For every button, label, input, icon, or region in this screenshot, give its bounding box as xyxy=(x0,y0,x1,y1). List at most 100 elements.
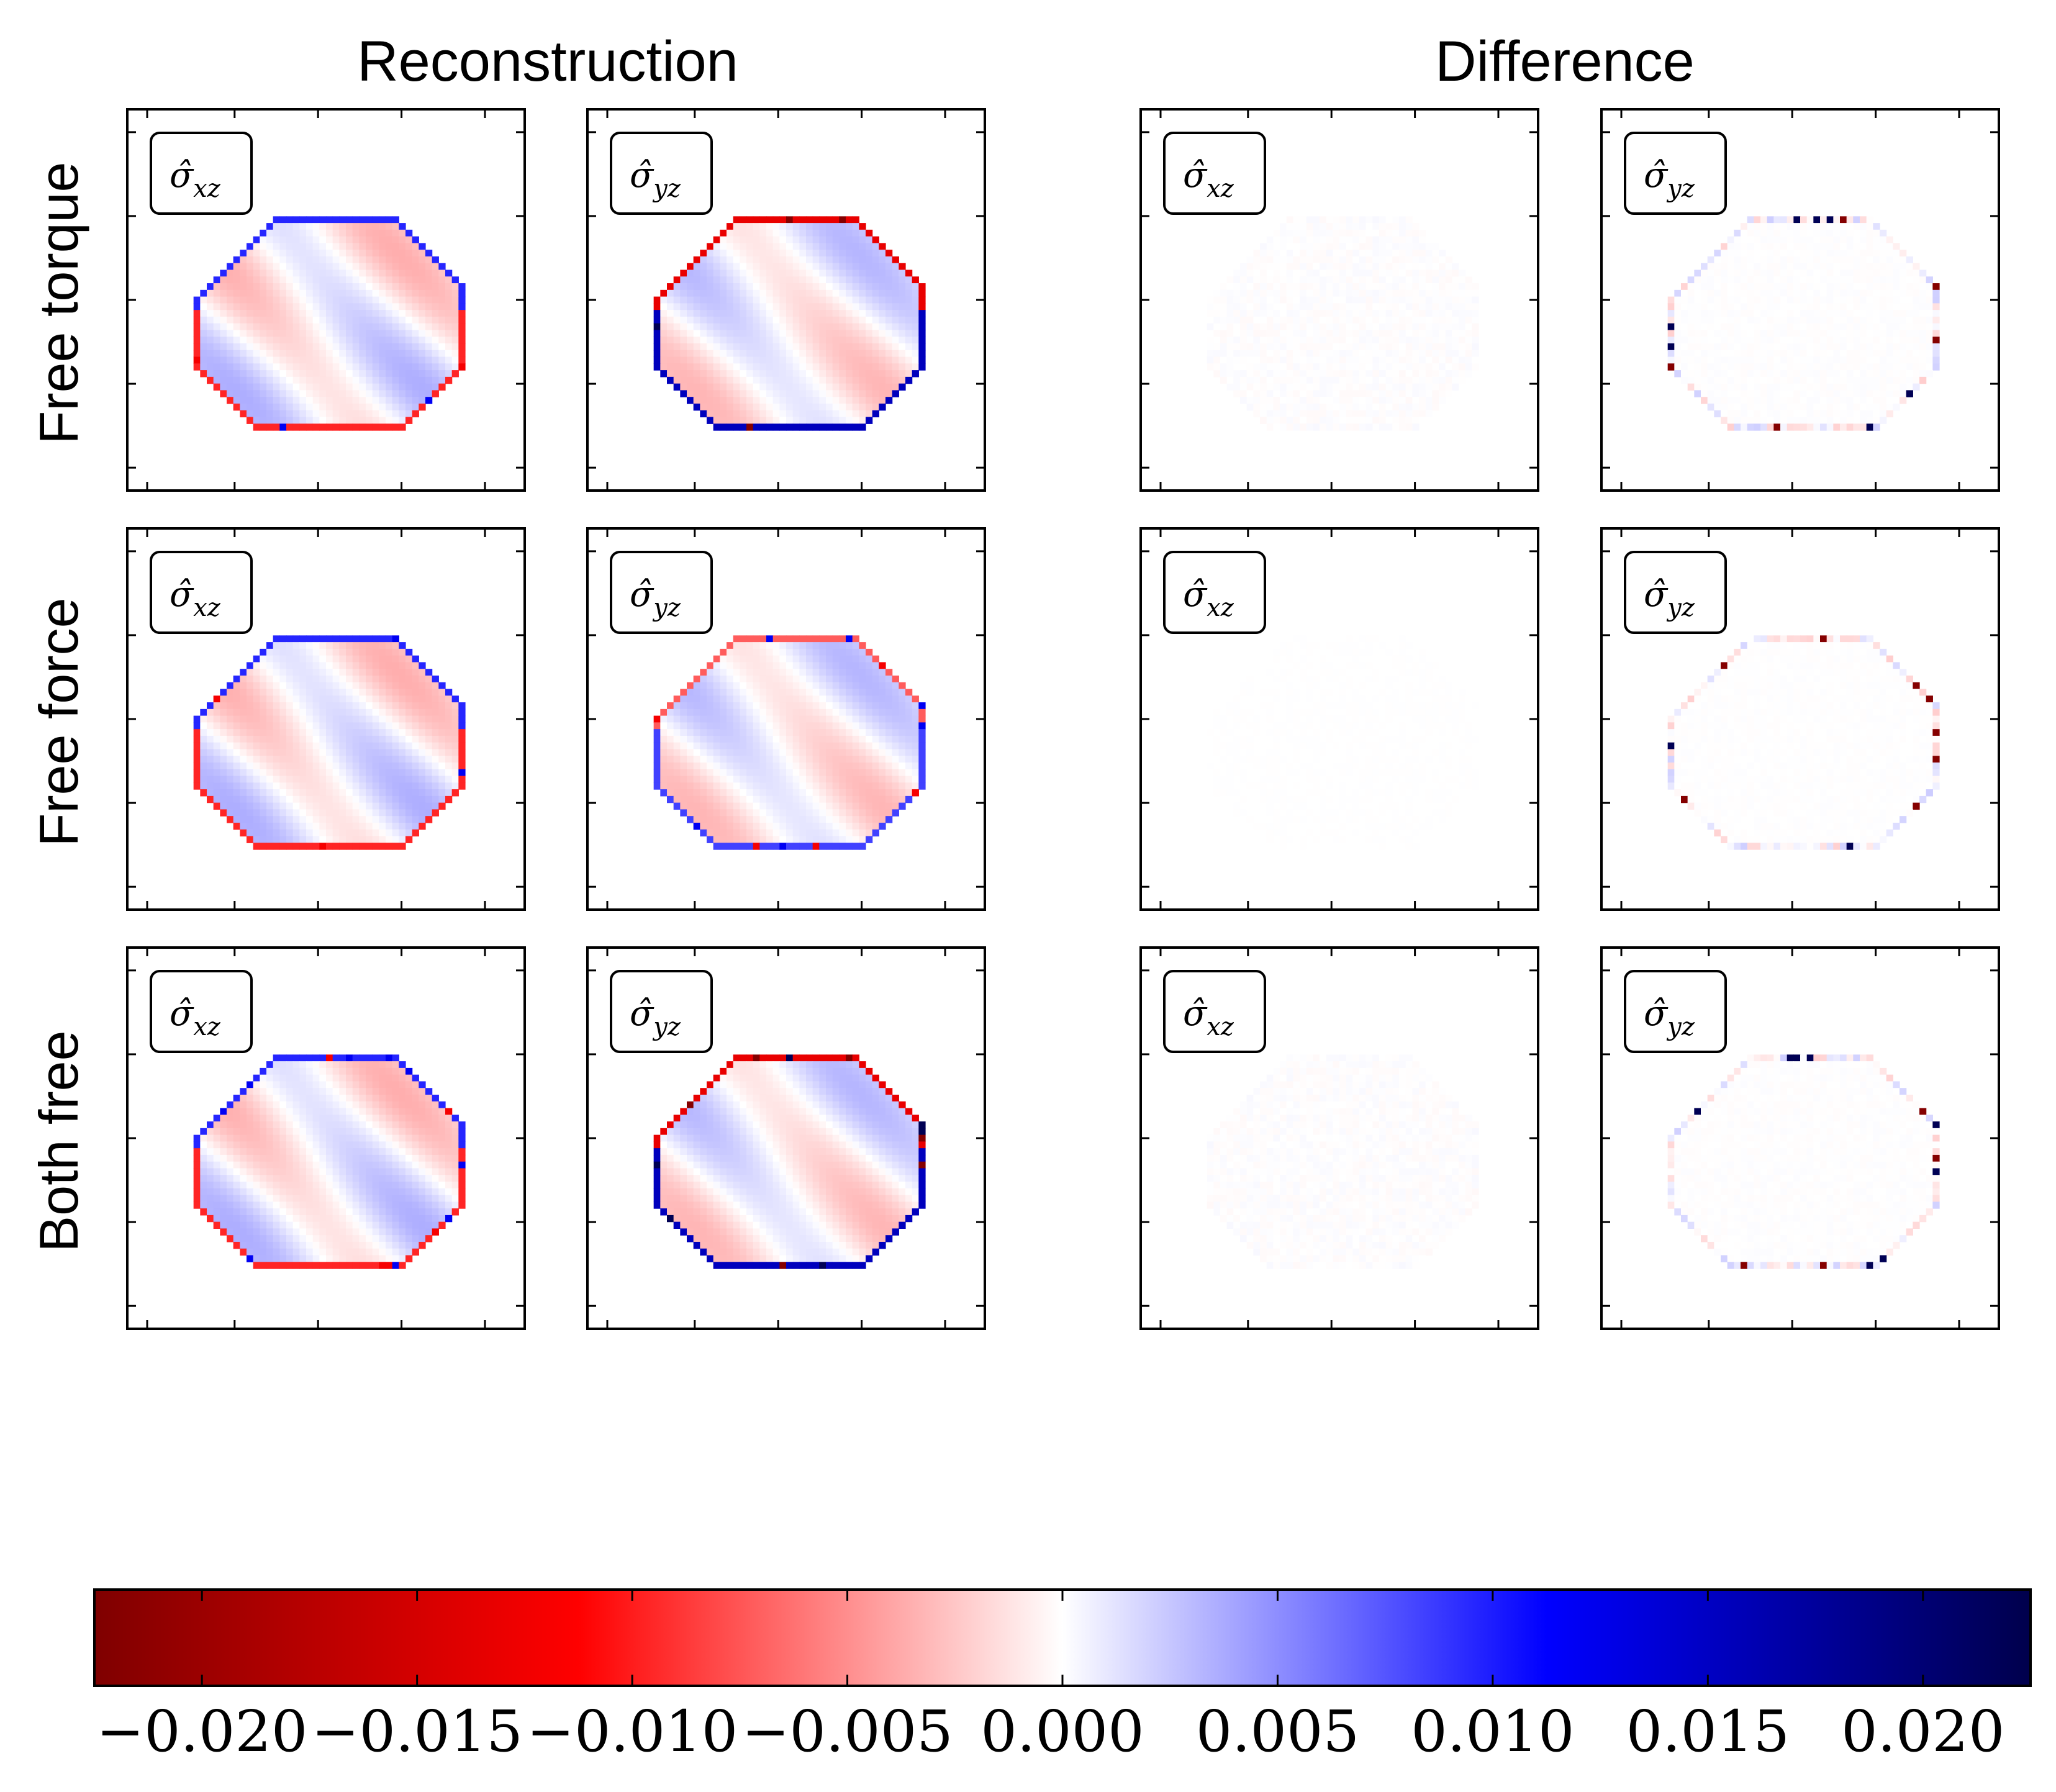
heatmap-cell xyxy=(1459,310,1466,317)
heatmap-cell xyxy=(1399,236,1406,244)
heatmap-cell xyxy=(379,276,386,284)
heatmap-cell xyxy=(200,310,207,317)
heatmap-cell xyxy=(1412,250,1420,257)
heatmap-cell xyxy=(432,343,439,351)
heatmap-cell xyxy=(1280,263,1287,271)
heatmap-cell xyxy=(326,722,333,730)
heatmap-cell xyxy=(220,356,227,364)
heatmap-cell xyxy=(372,289,379,297)
heatmap-cell xyxy=(1452,343,1459,351)
heatmap-cell xyxy=(306,722,314,730)
heatmap-cell xyxy=(653,343,661,351)
heatmap-cell xyxy=(312,303,320,310)
heatmap-cell xyxy=(1313,229,1320,237)
heatmap-cell xyxy=(1813,243,1821,250)
heatmap-cell xyxy=(312,223,320,230)
heatmap-cell xyxy=(1452,303,1459,310)
heatmap-cell xyxy=(1359,323,1367,331)
heatmap-cell xyxy=(1425,330,1433,337)
heatmap-cell xyxy=(720,370,727,378)
heatmap-cell xyxy=(273,729,280,736)
heatmap-cell xyxy=(1932,350,1940,358)
heatmap-cell xyxy=(1880,243,1887,250)
heatmap-cell xyxy=(1913,303,1920,310)
heatmap-cell xyxy=(799,236,807,244)
heatmap-cell xyxy=(220,316,227,324)
heatmap-cell xyxy=(1359,330,1367,337)
heatmap-cell xyxy=(806,390,813,397)
heatmap-cell xyxy=(1714,316,1721,324)
heatmap-cell xyxy=(1793,376,1801,384)
heatmap-cell xyxy=(1240,356,1248,364)
heatmap-cell xyxy=(1306,243,1313,250)
heatmap-cell xyxy=(653,316,661,324)
heatmap-cell xyxy=(359,648,366,656)
heatmap-cell xyxy=(740,417,747,424)
heatmap-cell xyxy=(339,356,346,364)
heatmap-cell xyxy=(1840,330,1847,337)
heatmap-cell xyxy=(412,669,419,676)
heatmap-cell xyxy=(359,410,366,418)
heatmap-cell xyxy=(359,370,366,378)
heatmap-cell xyxy=(1233,383,1241,391)
heatmap-cell xyxy=(826,323,833,331)
heatmap-cell xyxy=(1793,283,1801,291)
heatmap-cell xyxy=(1365,289,1373,297)
heatmap-cell xyxy=(1787,316,1794,324)
heatmap-cell xyxy=(366,289,373,297)
heatmap-cell xyxy=(1293,356,1300,364)
heatmap-cell xyxy=(1313,276,1320,284)
heatmap-cell xyxy=(1240,283,1248,291)
heatmap-cell xyxy=(1207,363,1214,371)
heatmap-cell xyxy=(653,330,661,337)
heatmap-cell xyxy=(1472,296,1479,304)
heatmap-cell xyxy=(1714,356,1721,364)
heatmap-cell xyxy=(1405,229,1413,237)
heatmap-cell xyxy=(286,303,294,310)
heatmap-cell xyxy=(660,310,668,317)
heatmap-cell xyxy=(1392,289,1400,297)
heatmap-cell xyxy=(1906,337,1913,344)
heatmap-cell xyxy=(200,363,207,371)
heatmap-cell xyxy=(292,675,300,683)
heatmap-cell xyxy=(1780,356,1788,364)
heatmap-cell xyxy=(233,289,240,297)
heatmap-cell xyxy=(1707,370,1714,378)
heatmap-cell xyxy=(733,269,740,277)
heatmap-cell xyxy=(1926,350,1933,358)
heatmap-cell xyxy=(306,229,314,237)
heatmap-cell xyxy=(326,708,333,717)
heatmap-cell xyxy=(207,376,214,384)
heatmap-cell xyxy=(292,682,300,690)
heatmap-cell xyxy=(687,263,694,271)
heatmap-cell xyxy=(392,735,399,743)
heatmap-cell xyxy=(1359,410,1367,418)
heatmap-cell xyxy=(419,310,426,317)
heatmap-cell xyxy=(292,356,300,364)
heatmap-cell xyxy=(1721,276,1728,284)
heatmap-cell xyxy=(1860,303,1867,310)
heatmap-cell xyxy=(1346,296,1353,304)
heatmap-cell xyxy=(1754,216,1761,224)
heatmap-cell xyxy=(306,323,314,331)
heatmap-cell xyxy=(346,283,353,291)
heatmap-cell xyxy=(792,216,800,224)
heatmap-cell xyxy=(1701,263,1708,271)
heatmap-cell xyxy=(1906,303,1913,310)
heatmap-cell xyxy=(247,410,254,418)
heatmap-cell xyxy=(1326,337,1333,344)
heatmap-cell xyxy=(1793,289,1801,297)
heatmap-cell xyxy=(366,303,373,310)
heatmap-cell xyxy=(193,330,201,337)
heatmap-cell xyxy=(1873,310,1880,317)
heatmap-cell xyxy=(1926,276,1933,284)
heatmap-cell xyxy=(352,708,360,717)
heatmap-cell xyxy=(839,370,846,378)
heatmap-cell xyxy=(279,376,287,384)
heatmap-cell xyxy=(1379,390,1387,397)
heatmap-cell xyxy=(826,343,833,351)
heatmap-cell xyxy=(386,376,393,384)
heatmap-cell xyxy=(273,642,280,649)
heatmap-cell xyxy=(332,662,340,669)
heatmap-cell xyxy=(1352,423,1360,431)
